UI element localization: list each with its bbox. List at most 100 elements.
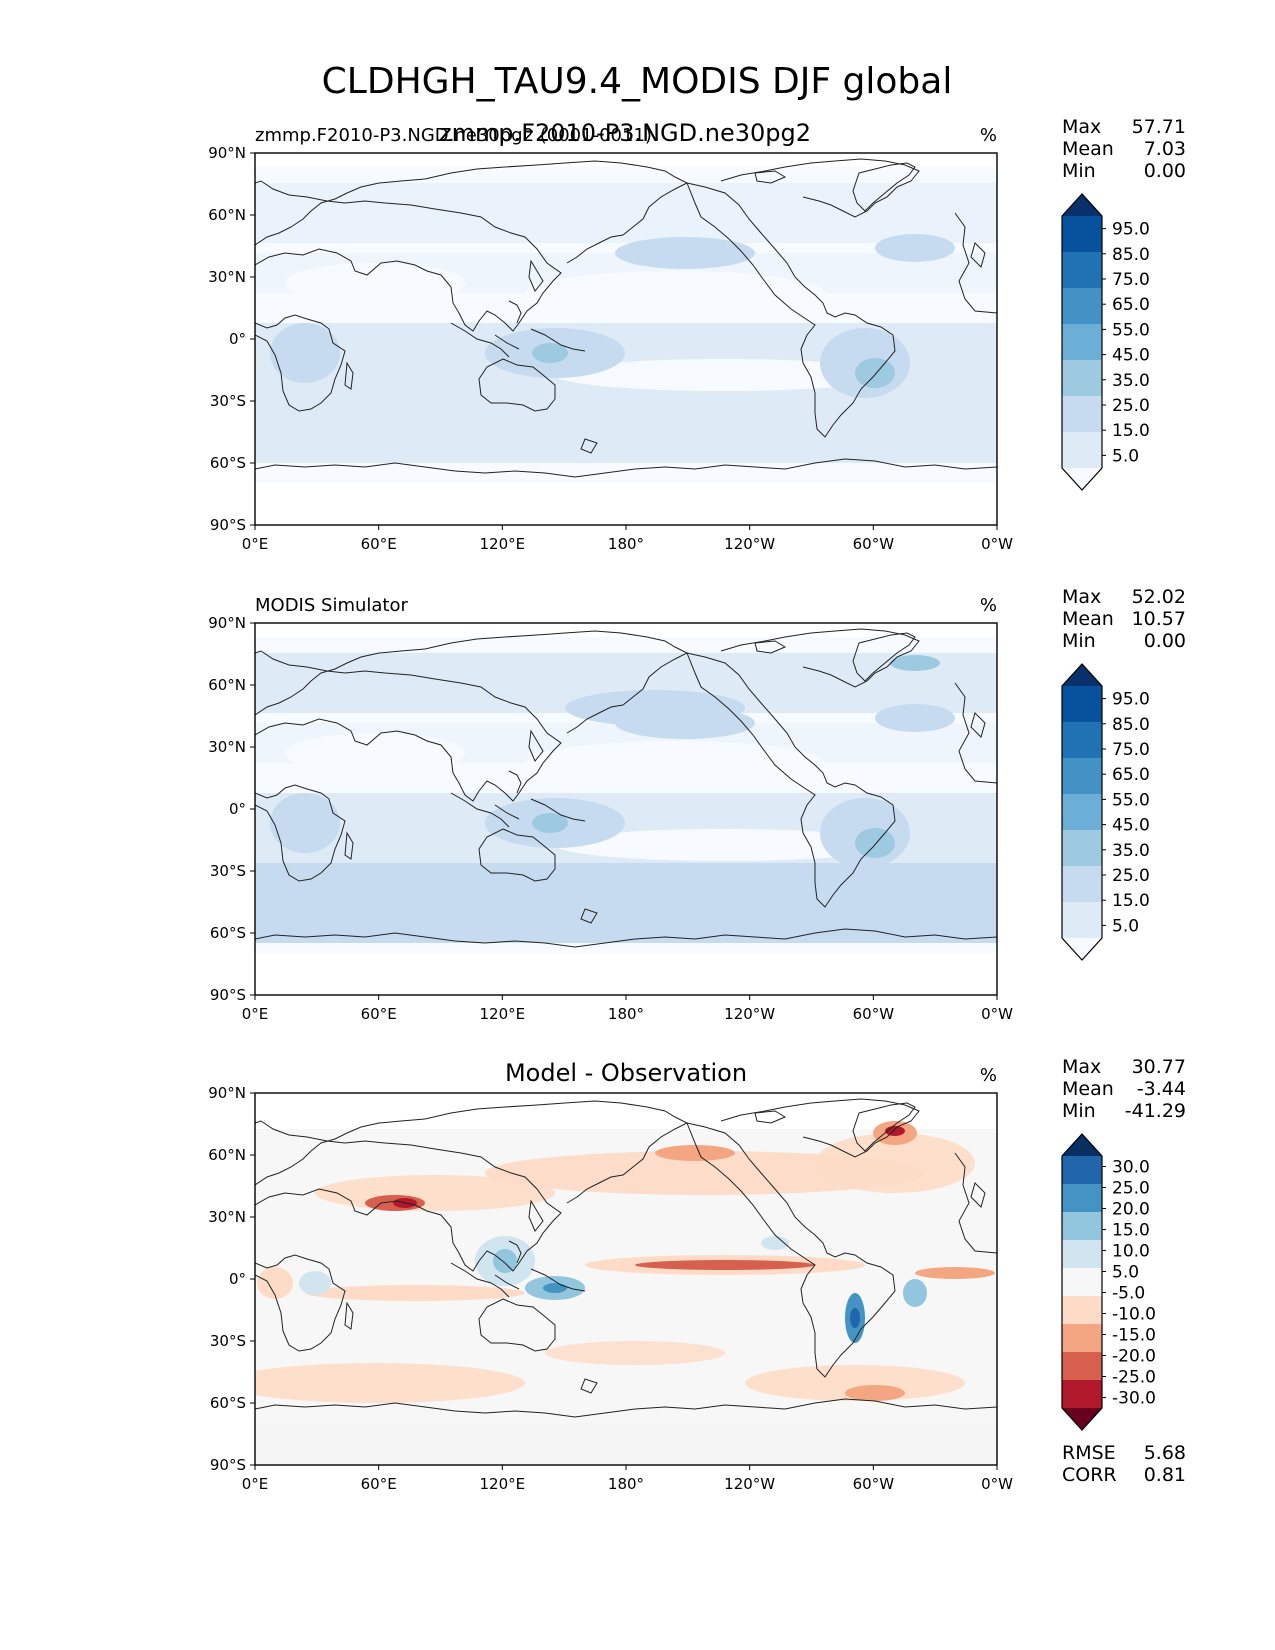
colorbar-extend-max bbox=[1062, 664, 1102, 686]
field-patch bbox=[555, 829, 895, 861]
stat-value: 57.71 bbox=[1132, 116, 1186, 138]
y-tick-label: 90°S bbox=[210, 516, 246, 534]
colorbar-label: 45.0 bbox=[1112, 816, 1150, 836]
field-patch bbox=[850, 1308, 860, 1328]
colorbar-label: 15.0 bbox=[1112, 1221, 1150, 1241]
map-field bbox=[255, 153, 997, 525]
units-label: % bbox=[980, 595, 997, 616]
x-tick-label: 120°W bbox=[724, 1005, 775, 1023]
y-tick-label: 30°N bbox=[208, 1208, 246, 1226]
colorbar-label: 85.0 bbox=[1112, 245, 1150, 265]
y-tick-label: 30°N bbox=[208, 738, 246, 756]
colorbar-segment bbox=[1062, 1352, 1102, 1381]
x-tick-label: 120°E bbox=[480, 1005, 526, 1023]
colorbar-label: 5.0 bbox=[1112, 446, 1139, 466]
field-band bbox=[255, 393, 997, 463]
colorbar-label: 25.0 bbox=[1112, 1179, 1150, 1199]
field-patch bbox=[890, 655, 940, 671]
y-tick-label: 60°N bbox=[208, 1146, 246, 1164]
y-tick-label: 30°N bbox=[208, 268, 246, 286]
figure-title: CLDHGH_TAU9.4_MODIS DJF global bbox=[322, 61, 953, 102]
colorbar-extend-min bbox=[1062, 468, 1102, 490]
colorbar-label: 15.0 bbox=[1112, 891, 1150, 911]
x-tick-label: 120°W bbox=[724, 535, 775, 553]
colorbar-outline bbox=[1061, 663, 1103, 961]
map-field bbox=[255, 1093, 997, 1465]
field-band bbox=[255, 483, 997, 525]
x-tick-label: 60°E bbox=[361, 1005, 397, 1023]
y-tick-label: 60°S bbox=[210, 454, 246, 472]
colorbar-label: 35.0 bbox=[1112, 371, 1150, 391]
panel-2: 0°E 60°E 120°E 180° 120°W 60°W 0°W 90°N 60°N 30°N… bbox=[208, 586, 1186, 1023]
colorbar-segment bbox=[1062, 360, 1102, 397]
x-tick-label: 180° bbox=[608, 1475, 644, 1493]
field-patch bbox=[903, 1279, 927, 1307]
field-band bbox=[255, 1423, 997, 1465]
y-tick-label: 0° bbox=[229, 800, 246, 818]
stat-label: Mean bbox=[1062, 608, 1114, 630]
colorbar-label: 5.0 bbox=[1112, 1263, 1139, 1283]
x-tick-label: 0°W bbox=[981, 1475, 1013, 1493]
colorbar-label: 75.0 bbox=[1112, 740, 1150, 760]
colorbar-label: 85.0 bbox=[1112, 715, 1150, 735]
colorbar-label: 95.0 bbox=[1112, 220, 1150, 240]
stat-label: Mean bbox=[1062, 1078, 1114, 1100]
colorbar-segment bbox=[1062, 252, 1102, 289]
stat-label: Min bbox=[1062, 160, 1096, 182]
map-axes bbox=[254, 622, 998, 996]
x-tick-label: 60°W bbox=[853, 1475, 895, 1493]
colorbar-label: 25.0 bbox=[1112, 866, 1150, 886]
colorbar-segment bbox=[1062, 216, 1102, 253]
colorbar-extend-min bbox=[1062, 938, 1102, 960]
stat-label: Max bbox=[1062, 116, 1101, 138]
field-patch bbox=[815, 1133, 975, 1193]
colorbar-segment bbox=[1062, 1380, 1102, 1409]
colorbar-label: 25.0 bbox=[1112, 396, 1150, 416]
x-tick-label: 60°E bbox=[361, 1475, 397, 1493]
colorbar-label: 95.0 bbox=[1112, 690, 1150, 710]
field-patch bbox=[285, 263, 465, 303]
colorbar-label: -30.0 bbox=[1112, 1389, 1156, 1409]
field-patch bbox=[565, 690, 745, 726]
colorbar-segment bbox=[1062, 866, 1102, 903]
x-tick-label: 60°W bbox=[853, 1005, 895, 1023]
x-tick-label: 0°W bbox=[981, 1005, 1013, 1023]
x-tick-label: 60°E bbox=[361, 535, 397, 553]
colorbar-label: 15.0 bbox=[1112, 421, 1150, 441]
stat-label: Min bbox=[1062, 1100, 1096, 1122]
field-patch bbox=[345, 865, 565, 901]
colorbar-segment bbox=[1062, 794, 1102, 831]
y-tick-label: 0° bbox=[229, 1270, 246, 1288]
colorbar-segment bbox=[1062, 758, 1102, 795]
x-tick-label: 120°E bbox=[480, 535, 526, 553]
field-patch bbox=[315, 1175, 555, 1211]
colorbar-label: 35.0 bbox=[1112, 841, 1150, 861]
x-tick-label: 0°E bbox=[242, 1005, 269, 1023]
colorbar-label: 10.0 bbox=[1112, 1242, 1150, 1262]
colorbar-segment bbox=[1062, 1240, 1102, 1269]
field-patch bbox=[305, 1285, 525, 1301]
colorbar-segment bbox=[1062, 288, 1102, 325]
colorbar-segment bbox=[1062, 1268, 1102, 1297]
bottom-stat-label: CORR bbox=[1062, 1464, 1117, 1486]
field-patch bbox=[915, 1267, 995, 1279]
stat-label: Min bbox=[1062, 630, 1096, 652]
overlapping-panel-title: zmmp.F2010-P3.NGD.ne30pg2 bbox=[439, 119, 811, 147]
colorbar-label: 30.0 bbox=[1112, 1158, 1150, 1178]
field-patch bbox=[635, 1260, 815, 1270]
field-patch bbox=[299, 1271, 331, 1295]
y-tick-label: 30°S bbox=[210, 392, 246, 410]
field-patch bbox=[761, 1236, 789, 1250]
field-patch bbox=[855, 358, 895, 388]
y-tick-label: 90°S bbox=[210, 1456, 246, 1474]
field-patch bbox=[532, 343, 568, 363]
stat-label: Mean bbox=[1062, 138, 1114, 160]
colorbar-label: 65.0 bbox=[1112, 295, 1150, 315]
panel-3: 0°E 60°E 120°E 180° 120°W 60°W 0°W 90°N 60°N 30°N… bbox=[208, 1056, 1186, 1493]
y-tick-label: 30°S bbox=[210, 862, 246, 880]
y-tick-label: 90°N bbox=[208, 144, 246, 162]
x-tick-label: 120°E bbox=[480, 1475, 526, 1493]
bottom-stat-value: 5.68 bbox=[1144, 1442, 1186, 1464]
colorbar-segment bbox=[1062, 1324, 1102, 1353]
